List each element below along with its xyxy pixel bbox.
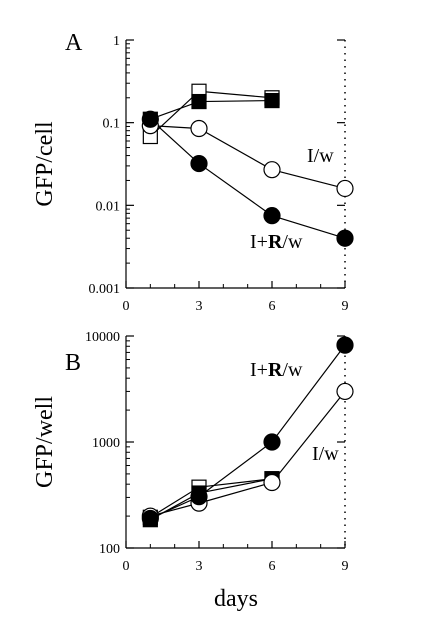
x-axis-label: days: [214, 586, 258, 612]
panel-b: 100 1000 10000 0 3 6 9 B GFP/well days I+R/w I/w: [32, 330, 354, 612]
data-point-filled-circle: [336, 336, 354, 354]
y-tick-label: 0.01: [96, 199, 121, 214]
data-point-open-circle: [336, 179, 354, 198]
series-line-filled-circle: [149, 118, 346, 239]
data-point-filled-circle: [263, 433, 281, 451]
data-point-filled-circle: [336, 229, 354, 247]
x-tick-label: 0: [123, 299, 130, 314]
series-line-filled-circle: [150, 344, 346, 519]
series-annotation: I+R/w: [250, 359, 303, 381]
series-annotation: I+R/w: [250, 231, 303, 253]
y-tick-label: 10000: [85, 330, 120, 345]
y-tick-label: 1000: [92, 436, 120, 451]
y-tick-label: 0.001: [89, 282, 121, 297]
panel-a: 0.001 0.01 0.1 1 0 3 6 9 A GFP/cell I/w I+R/w: [32, 30, 354, 314]
x-tick-label: 3: [196, 559, 203, 574]
data-point-open-circle: [336, 382, 354, 401]
panel-label: B: [65, 350, 81, 376]
y-tick-label: 100: [99, 542, 120, 557]
x-tick-label: 9: [342, 299, 349, 314]
series-annotation: I/w: [312, 443, 339, 465]
series-line-open-circle: [150, 125, 346, 190]
x-tick-label: 0: [123, 559, 130, 574]
x-tick-label: 9: [342, 559, 349, 574]
data-point-filled-square: [191, 93, 207, 110]
series-line-open-square: [149, 90, 273, 137]
x-tick-label: 6: [269, 559, 276, 574]
data-point-filled-circle: [141, 110, 159, 128]
series-line-filled-square: [150, 99, 273, 120]
data-point-open-circle: [263, 473, 281, 492]
y-axis-label: GFP/well: [32, 396, 58, 488]
data-point-filled-circle: [190, 154, 208, 173]
series-line-open-circle: [150, 391, 346, 517]
x-tick-label: 3: [196, 299, 203, 314]
y-tick-label: 0.1: [103, 117, 121, 132]
data-point-filled-circle: [190, 488, 208, 506]
data-point-open-circle: [263, 161, 281, 179]
x-tick-label: 6: [269, 299, 276, 314]
series-annotation: I/w: [307, 145, 334, 167]
data-point-open-circle: [190, 119, 208, 138]
y-tick-label: 1: [113, 34, 120, 49]
data-point-filled-circle: [141, 509, 159, 528]
panel-label: A: [65, 30, 83, 56]
data-point-filled-circle: [263, 207, 281, 225]
data-point-filled-square: [264, 92, 280, 109]
y-axis-label: GFP/cell: [32, 121, 58, 207]
